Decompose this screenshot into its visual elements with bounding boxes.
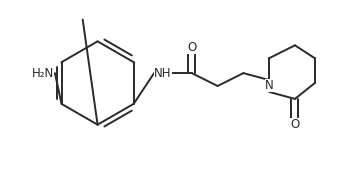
Text: H₂N: H₂N bbox=[32, 67, 54, 80]
Text: NH: NH bbox=[154, 67, 172, 80]
Text: N: N bbox=[265, 80, 273, 93]
Text: O: O bbox=[187, 41, 196, 54]
Text: O: O bbox=[290, 118, 299, 131]
